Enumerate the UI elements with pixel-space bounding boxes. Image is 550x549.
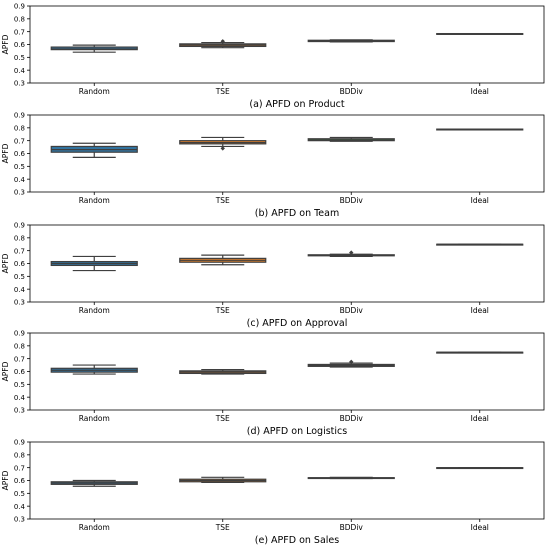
y-tick-label: 0.4 (14, 503, 26, 511)
y-tick-label: 0.9 (14, 112, 25, 120)
x-tick-label: BDDiv (340, 196, 364, 205)
y-tick-label: 0.6 (14, 41, 26, 49)
box-ideal (436, 467, 524, 470)
y-tick-label: 0.8 (14, 124, 25, 132)
y-axis-label: APFD (1, 34, 10, 54)
x-tick-label: BDDiv (340, 414, 364, 423)
y-tick-label: 0.9 (14, 330, 25, 338)
y-tick-label: 0.6 (14, 260, 26, 268)
y-tick-label: 0.4 (14, 67, 26, 75)
y-tick-label: 0.7 (14, 355, 25, 363)
box-ideal (436, 351, 524, 354)
y-tick-label: 0.6 (14, 368, 26, 376)
outlier-point (220, 39, 225, 44)
chart-panel: 0.3 0.4 0.5 0.6 0.7 0.8 0.9 APFD Random TSE BDDiv I… (1, 222, 545, 329)
y-tick-label: 0.3 (14, 80, 25, 88)
x-tick-label: TSE (215, 523, 230, 532)
y-tick-label: 0.4 (14, 394, 26, 402)
y-tick-label: 0.8 (14, 342, 25, 350)
outlier-point (349, 250, 354, 255)
box-bddiv (307, 476, 395, 480)
y-axis-label: APFD (1, 361, 10, 381)
chart-panel: 0.3 0.4 0.5 0.6 0.7 0.8 0.9 APFD Random TSE BDDiv I… (1, 439, 545, 546)
y-tick-label: 0.5 (14, 54, 25, 62)
box-tse (179, 368, 267, 375)
x-tick-label: Ideal (471, 414, 489, 423)
x-tick-label: TSE (215, 306, 230, 315)
x-tick-label: Ideal (471, 196, 489, 205)
box-random (50, 364, 138, 375)
x-tick-label: Ideal (471, 306, 489, 315)
y-tick-label: 0.8 (14, 15, 25, 23)
chart-panel: 0.3 0.4 0.5 0.6 0.7 0.8 0.9 APFD Random TSE BDDiv I… (1, 330, 545, 437)
y-tick-label: 0.8 (14, 451, 25, 459)
box-random (50, 255, 138, 272)
panel-title: (c) APFD on Approval (247, 318, 348, 329)
y-tick-label: 0.7 (14, 28, 25, 36)
box-bddiv (307, 359, 395, 368)
y-tick-label: 0.4 (14, 176, 26, 184)
y-tick-label: 0.7 (14, 247, 25, 255)
x-tick-label: Random (79, 196, 110, 205)
panel-title: (a) APFD on Product (249, 99, 344, 110)
outlier-point (349, 359, 354, 365)
panel-title: (d) APFD on Logistics (247, 426, 347, 437)
chart-panel: 0.3 0.4 0.5 0.6 0.7 0.8 0.9 APFD Random TSE BDDiv I… (1, 112, 545, 219)
plot-area (29, 5, 545, 84)
box-tse (179, 476, 267, 484)
y-tick-label: 0.3 (14, 299, 25, 307)
panel-title: (e) APFD on Sales (255, 535, 339, 546)
x-tick-label: BDDiv (340, 523, 364, 532)
x-tick-label: TSE (215, 87, 230, 96)
y-tick-label: 0.9 (14, 439, 25, 447)
x-tick-label: TSE (215, 196, 230, 205)
x-tick-label: Random (79, 87, 110, 96)
box-ideal (436, 243, 524, 246)
y-axis-label: APFD (1, 470, 10, 490)
panel-title: (b) APFD on Team (255, 208, 339, 219)
box-ideal (436, 128, 524, 131)
x-tick-label: TSE (215, 414, 230, 423)
y-tick-label: 0.5 (14, 273, 25, 281)
y-tick-label: 0.5 (14, 490, 25, 498)
x-tick-label: BDDiv (340, 306, 364, 315)
y-tick-label: 0.5 (14, 163, 25, 171)
box-body (50, 46, 138, 51)
y-tick-label: 0.5 (14, 381, 25, 389)
y-tick-label: 0.7 (14, 464, 25, 472)
box-tse (179, 136, 267, 151)
y-tick-label: 0.6 (14, 150, 26, 158)
y-axis-label: APFD (1, 143, 10, 163)
y-tick-label: 0.7 (14, 137, 25, 145)
y-tick-label: 0.9 (14, 222, 25, 230)
y-tick-label: 0.3 (14, 407, 25, 415)
x-tick-label: Random (79, 414, 110, 423)
y-tick-label: 0.8 (14, 234, 25, 242)
outlier-point (220, 146, 225, 151)
box-tse (179, 254, 267, 266)
y-tick-label: 0.3 (14, 189, 25, 197)
y-tick-label: 0.6 (14, 477, 26, 485)
x-tick-label: Ideal (471, 87, 489, 96)
box-ideal (436, 32, 524, 35)
y-tick-label: 0.4 (14, 286, 26, 294)
y-tick-label: 0.3 (14, 516, 25, 524)
box-bddiv (307, 136, 395, 142)
x-tick-label: Random (79, 523, 110, 532)
chart-panel: 0.3 0.4 0.5 0.6 0.7 0.8 0.9 APFD Random TSE BDDiv I… (1, 3, 545, 110)
x-tick-label: Ideal (471, 523, 489, 532)
box-random (50, 142, 138, 158)
x-tick-label: BDDiv (340, 87, 364, 96)
box-bddiv (307, 39, 395, 43)
y-axis-label: APFD (1, 253, 10, 273)
x-tick-label: Random (79, 306, 110, 315)
box-random (50, 44, 138, 53)
plot-area (29, 114, 545, 193)
y-tick-label: 0.9 (14, 3, 25, 11)
box-tse (179, 39, 267, 49)
box-bddiv (307, 250, 395, 258)
box-random (50, 479, 138, 487)
